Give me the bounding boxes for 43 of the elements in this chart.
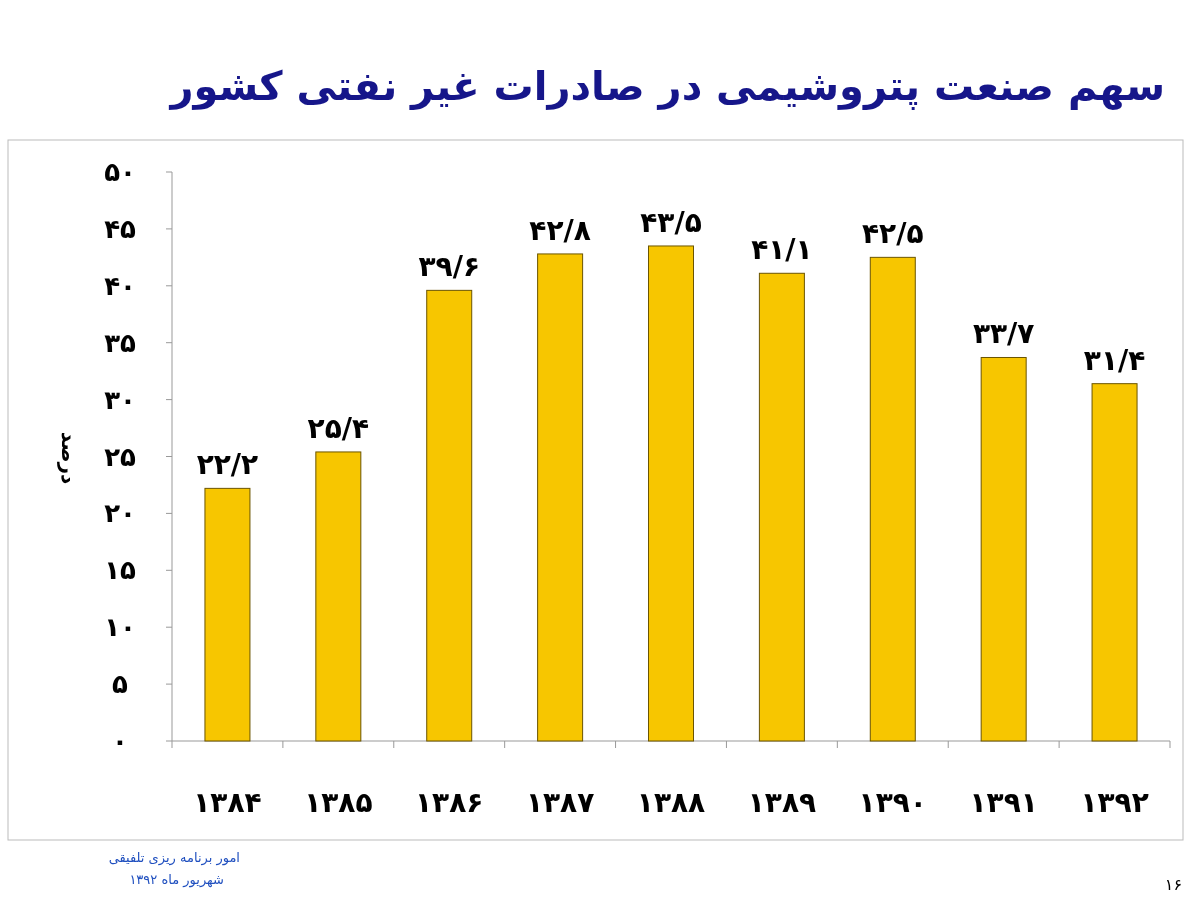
x-tick-label: ۱۳۸۸	[636, 786, 706, 819]
data-label: ۴۲/۸	[529, 213, 591, 247]
y-tick-label: ۴۵	[104, 213, 136, 244]
data-label: ۳۳/۷	[972, 317, 1035, 351]
bar	[758, 272, 805, 742]
bar	[1091, 383, 1138, 742]
y-tick-label: ۳۰	[104, 384, 136, 415]
data-label: ۲۲/۲	[196, 448, 259, 482]
y-tick-label: ۴۰	[104, 270, 136, 301]
y-tick-label: ۱۰	[104, 612, 136, 643]
data-label: ۴۱/۱	[751, 233, 813, 267]
y-tick-label: ۳۵	[104, 327, 136, 358]
bar	[980, 356, 1027, 742]
x-tick-label: ۱۳۸۷	[525, 786, 595, 819]
data-label: ۴۳/۵	[640, 205, 702, 239]
bar	[537, 253, 584, 742]
y-tick-label: ۲۰	[104, 498, 136, 529]
bar	[648, 245, 694, 742]
text: امور برنامه ریزی تلفیقی	[108, 850, 240, 866]
data-label: ۴۲/۵	[862, 217, 924, 251]
data-label: ۳۱/۴	[1083, 343, 1146, 377]
y-tick-label: ۱۵	[104, 555, 136, 586]
x-tick-label: ۱۳۸۴	[193, 786, 262, 819]
y-tick-label: ۲۵	[104, 441, 136, 472]
text: ۱۶	[1164, 875, 1182, 894]
bar	[869, 256, 916, 742]
y-tick-label: ۵	[112, 669, 129, 700]
bar	[315, 451, 362, 742]
x-tick-label: ۱۳۸۶	[415, 786, 484, 819]
y-tick-label: ۰	[112, 726, 128, 756]
data-label: ۲۵/۴	[307, 411, 370, 445]
chart-title: سهم صنعت پتروشیمی در صادرات غیر نفتی کشور	[168, 63, 1165, 110]
bar	[204, 487, 251, 742]
bar	[426, 289, 473, 742]
data-label: ۳۹/۶	[418, 250, 480, 284]
y-axis-title: درصد	[57, 431, 81, 485]
x-tick-label: ۱۳۹۰	[858, 786, 927, 819]
x-tick-label: ۱۳۸۹	[747, 786, 817, 819]
y-tick-label: ۵۰	[104, 157, 136, 187]
text: شهریور ماه ۱۳۹۲	[129, 872, 224, 888]
x-tick-label: ۱۳۹۱	[969, 786, 1038, 819]
x-tick-label: ۱۳۸۵	[304, 786, 373, 819]
x-tick-label: ۱۳۹۲	[1080, 786, 1149, 819]
